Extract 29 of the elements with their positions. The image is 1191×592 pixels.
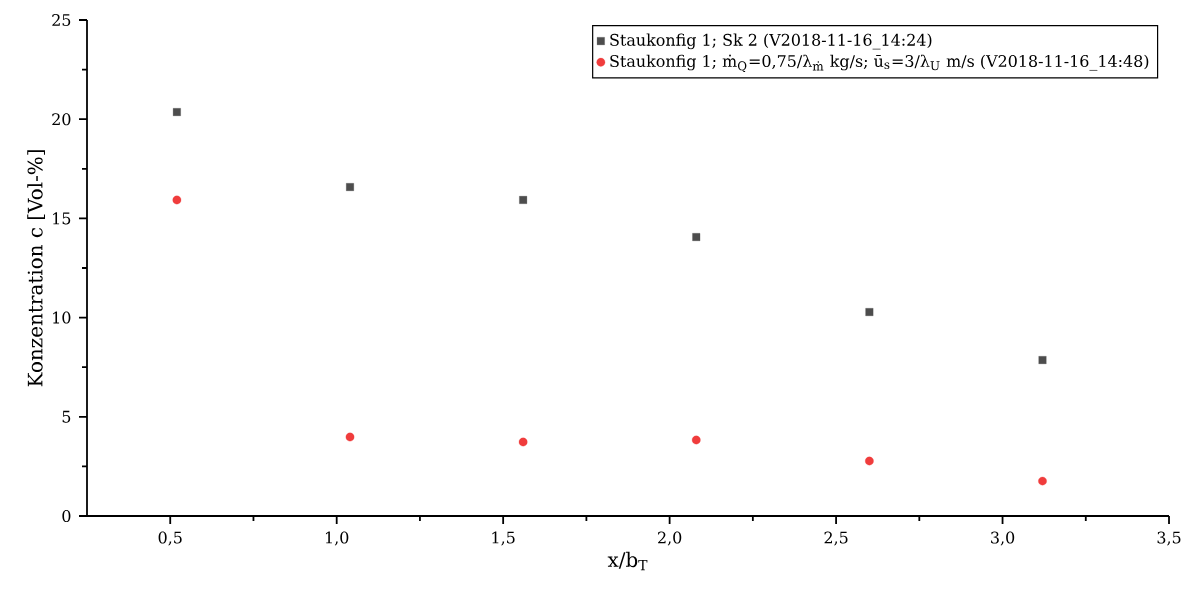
point — [1038, 476, 1047, 486]
text: Staukonfig 1; ṁ$_{Q}$=0,75/λ$_{ṁ}$ kg/s; ū$_{s}$=3/λ$_{U}$ m/s (V2018-11-16_14:48) — [610, 54, 1149, 73]
point — [865, 456, 874, 466]
point — [346, 183, 354, 191]
x-tick-label: 2,5 — [824, 531, 848, 546]
y-tick-label: 0 — [62, 509, 71, 523]
y-tick-label: 10 — [53, 311, 71, 324]
x-tick-label: 1,0 — [325, 531, 349, 546]
y-tick-label: 25 — [52, 13, 71, 27]
point — [1038, 356, 1047, 364]
point — [518, 437, 528, 447]
point — [865, 308, 874, 316]
point — [172, 195, 182, 205]
legend-label: Staukonfig 1; Sk 2 (V2018-11-16_14:24) — [610, 33, 932, 50]
point — [172, 108, 181, 116]
y-tick-label: 15 — [53, 212, 71, 225]
x-tick-label: 2,0 — [658, 531, 682, 546]
x-tick-label: 0,5 — [158, 531, 182, 546]
x-tick-label: 1,5 — [492, 531, 515, 546]
point — [345, 432, 355, 442]
x-tick-label: 3,0 — [991, 531, 1015, 546]
x-tick-label: 3,5 — [1157, 531, 1181, 546]
y-tick-label: 5 — [62, 410, 71, 423]
point — [692, 233, 701, 241]
y-axis-title: Konzentration c [Vol-%] — [27, 150, 45, 387]
x-axis-title: x/b$_{T}$ — [607, 551, 648, 571]
point — [691, 435, 701, 445]
point — [519, 196, 528, 204]
y-tick-label: 20 — [52, 113, 71, 126]
